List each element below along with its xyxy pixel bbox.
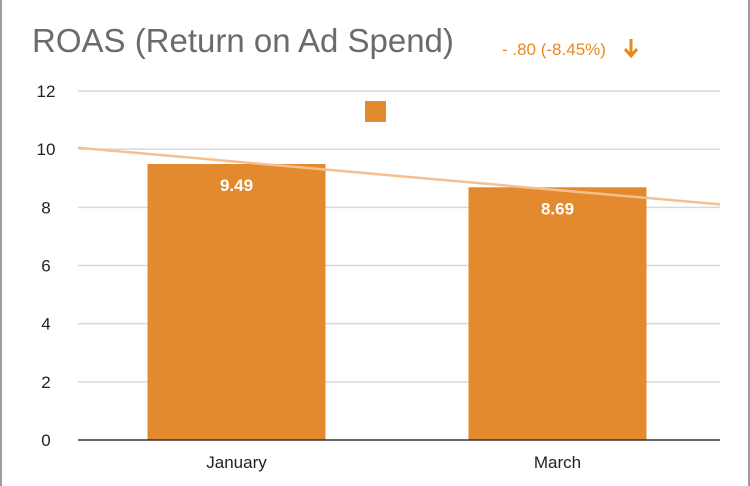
y-tick-label: 10 — [37, 140, 56, 159]
y-tick-label: 4 — [41, 315, 50, 334]
bar — [468, 187, 647, 440]
data-label: 8.69 — [541, 199, 574, 218]
data-label: 9.49 — [220, 176, 253, 195]
chart-title: ROAS (Return on Ad Spend) — [32, 22, 454, 59]
change-annotation: - .80 (-8.45%) — [502, 40, 606, 59]
bar — [147, 163, 326, 441]
y-tick-label: 12 — [37, 82, 56, 101]
y-tick-label: 0 — [41, 431, 50, 450]
x-tick-label: March — [534, 453, 581, 472]
y-tick-label: 6 — [41, 257, 50, 276]
trendline — [77, 146, 721, 206]
arrow-down-icon — [623, 39, 639, 59]
y-tick-label: 8 — [41, 198, 50, 217]
y-tick-label: 2 — [41, 373, 50, 392]
legend-swatch — [365, 101, 386, 122]
x-tick-label: January — [206, 453, 267, 472]
